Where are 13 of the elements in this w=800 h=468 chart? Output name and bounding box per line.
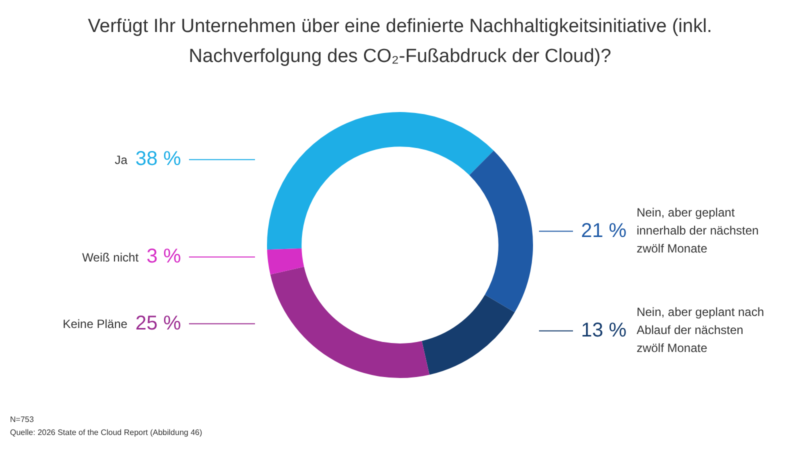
chart-title: Verfügt Ihr Unternehmen über eine definierte Nachhaltigkeitsinitiative (inkl. Nachverfolgung des CO₂-Fußabdruck der Cloud)? [86, 15, 714, 69]
source-note: Quelle: 2026 State of the Cloud Report (Abbildung 46) [10, 427, 202, 439]
slice-label: Nein, aber geplant innerhalb der nächsten zwölf Monate [636, 206, 759, 256]
data-label: 13 % [581, 319, 627, 342]
slice-label: Keine Pläne [62, 317, 128, 332]
text: N=753 [10, 414, 35, 426]
slice-label: Ja [114, 153, 128, 167]
data-label: 38 % [135, 148, 182, 170]
slice-label: Nein, aber geplant nach Ablauf der nächsten zwölf Monate [636, 305, 764, 356]
slice-label: Weiß nicht [82, 250, 140, 264]
data-label: 25 % [135, 312, 182, 334]
data-label: 21 % [581, 220, 627, 242]
data-label: 3 % [146, 246, 182, 268]
